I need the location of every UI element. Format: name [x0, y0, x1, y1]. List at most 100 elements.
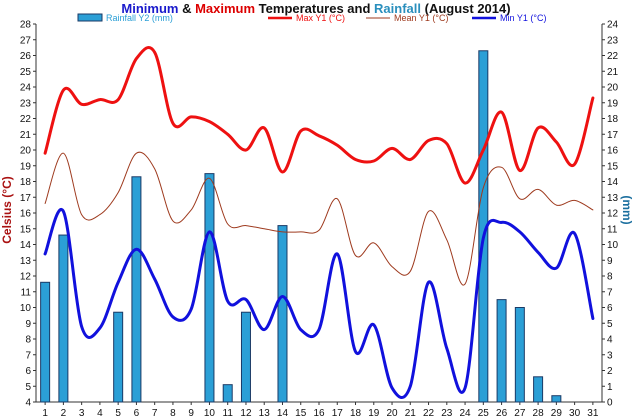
- y-left-tick-label: 6: [25, 366, 31, 377]
- x-tick-label: 24: [460, 408, 472, 419]
- y-left-tick-label: 5: [25, 382, 31, 393]
- x-tick-label: 26: [496, 408, 508, 419]
- y-right-tick-label: 16: [607, 146, 619, 157]
- y-left-tick-label: 23: [20, 98, 32, 109]
- y-right-tick-label: 17: [607, 130, 619, 141]
- x-tick-label: 15: [295, 408, 307, 419]
- y-right-tick-label: 11: [607, 224, 618, 235]
- y-left-tick-label: 24: [20, 83, 32, 94]
- x-tick-label: 27: [514, 408, 526, 419]
- y-right-tick-label: 9: [607, 256, 613, 267]
- rainfall-bar: [131, 176, 142, 403]
- chart-title-part: (August 2014): [421, 1, 511, 16]
- y-right-tick-label: 6: [607, 303, 613, 314]
- y-left-tick-label: 14: [20, 240, 32, 251]
- x-tick-label: 11: [223, 408, 234, 419]
- y-left-tick-label: 15: [20, 224, 32, 235]
- y-right-tick-label: 19: [607, 98, 619, 109]
- y-left-tick-label: 11: [21, 287, 32, 298]
- x-tick-label: 25: [478, 408, 490, 419]
- y-left-tick-label: 8: [25, 335, 31, 346]
- x-tick-label: 21: [405, 408, 417, 419]
- rainfall-bar: [496, 299, 507, 403]
- chart-title-part: Minimum: [121, 1, 178, 16]
- y-left-tick-label: 20: [20, 146, 32, 157]
- y-right-tick-label: 13: [607, 193, 619, 204]
- y-right-tick-label: 21: [607, 67, 619, 78]
- chart-legend: Rainfall Y2 (mm) Max Y1 (°C) Mean Y1 (°C) M…: [77, 13, 546, 23]
- y-right-tick-label: 15: [607, 161, 619, 172]
- x-tick-label: 13: [259, 408, 271, 419]
- x-tick-label: 12: [240, 408, 252, 419]
- x-tick-label: 4: [97, 408, 103, 419]
- y-left-tick-label: 10: [20, 303, 32, 314]
- chart-title: Minimum & Maximum Temperatures and Rainf…: [121, 1, 510, 16]
- x-tick-label: 3: [79, 408, 85, 419]
- rainfall-bar: [58, 234, 69, 403]
- x-tick-label: 9: [188, 408, 194, 419]
- y-left-tick-label: 21: [20, 130, 32, 141]
- x-tick-label: 20: [386, 408, 398, 419]
- mean-temp-line: [44, 151, 594, 286]
- legend-label: Min Y1 (°C): [500, 13, 546, 23]
- legend-label: Rainfall Y2 (mm): [106, 13, 173, 23]
- y-left-tick-label: 28: [20, 20, 32, 31]
- y-right-tick-label: 18: [607, 114, 619, 125]
- y-right-tick-label: 8: [607, 272, 613, 283]
- y-left-tick-label: 12: [20, 272, 32, 283]
- rainfall-bar: [277, 225, 288, 403]
- y-right-tick-label: 5: [607, 319, 613, 330]
- x-tick-label: 1: [42, 408, 48, 419]
- x-tick-label: 7: [152, 408, 158, 419]
- y-right-tick-label: 12: [607, 209, 619, 220]
- y-left-tick-label: 25: [20, 67, 32, 78]
- x-tick-label: 6: [134, 408, 140, 419]
- rainfall-bar: [533, 376, 544, 403]
- x-tick-label: 18: [350, 408, 362, 419]
- chart-title-part: &: [178, 1, 195, 16]
- rainfall-bar: [240, 311, 251, 403]
- legend-label: Max Y1 (°C): [296, 13, 345, 23]
- x-tick-label: 8: [170, 408, 176, 419]
- rainfall-bar: [204, 173, 215, 403]
- y-left-tick-label: 13: [20, 256, 32, 267]
- legend-swatch-rainfall: [77, 13, 103, 22]
- y-left-tick-label: 4: [25, 398, 31, 409]
- x-tick-label: 29: [551, 408, 563, 419]
- plot-area: 4567891011121314151617181920212223242526…: [20, 20, 619, 420]
- y-right-tick-label: 4: [607, 335, 613, 346]
- y-right-tick-label: 0: [607, 398, 613, 409]
- x-tick-label: 14: [277, 408, 289, 419]
- x-tick-label: 16: [313, 408, 325, 419]
- y-right-tick-label: 20: [607, 83, 619, 94]
- x-tick-label: 31: [587, 408, 599, 419]
- y-right-tick-label: 23: [607, 35, 619, 46]
- y-left-tick-label: 19: [20, 161, 32, 172]
- y-right-tick-label: 24: [607, 20, 619, 31]
- min-temp-line: [43, 207, 595, 399]
- x-tick-label: 22: [423, 408, 435, 419]
- x-tick-label: 28: [533, 408, 545, 419]
- y-left-tick-label: 9: [25, 319, 31, 330]
- x-tick-label: 19: [368, 408, 380, 419]
- y-left-tick-label: 27: [20, 35, 32, 46]
- y-right-tick-label: 3: [607, 350, 613, 361]
- x-tick-label: 30: [569, 408, 581, 419]
- y-right-tick-label: 22: [607, 51, 619, 62]
- y-right-tick-label: 1: [607, 382, 613, 393]
- y-left-tick-label: 26: [20, 51, 32, 62]
- rainfall-bar: [113, 311, 124, 403]
- chart-title-part: Rainfall: [374, 1, 421, 16]
- rainfall-bar: [222, 384, 233, 403]
- y-right-tick-label: 14: [607, 177, 619, 188]
- chart-title-part: Temperatures and: [255, 1, 374, 16]
- chart-title-part: Maximum: [195, 1, 255, 16]
- rainfall-bar: [40, 281, 51, 403]
- y-left-tick-label: 16: [20, 209, 32, 220]
- y-left-tick-label: 18: [20, 177, 32, 188]
- x-tick-label: 5: [115, 408, 121, 419]
- max-temp-line: [43, 46, 595, 185]
- y-axis-left-label: Celsius (°C): [0, 176, 14, 243]
- rainfall-bar: [514, 307, 525, 403]
